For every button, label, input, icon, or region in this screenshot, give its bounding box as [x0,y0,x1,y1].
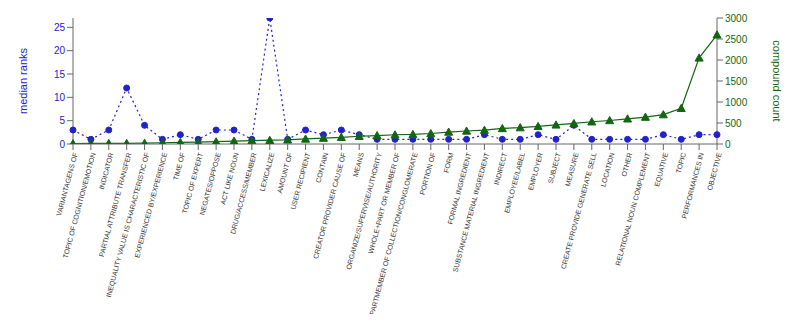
svg-text:TOPIC OF COGNITION/EMOTION: TOPIC OF COGNITION/EMOTION [62,152,97,259]
svg-text:0: 0 [725,139,731,150]
svg-text:SUBJECT: SUBJECT [547,151,562,184]
svg-text:INEQUALITY VALUE IS CHARACTERI: INEQUALITY VALUE IS CHARACTERISTIC OF [104,151,151,298]
svg-text:INDICATOR: INDICATOR [98,152,115,190]
svg-text:1000: 1000 [725,97,748,108]
svg-text:25: 25 [54,22,66,33]
svg-text:WHOLE+PART OR MEMBER OF: WHOLE+PART OR MEMBER OF [367,151,401,255]
svg-text:MEASURE: MEASURE [564,151,580,187]
svg-text:NEGATES/OPPOSE: NEGATES/OPPOSE [198,151,222,215]
svg-text:TIME OF: TIME OF [172,152,186,181]
svg-text:10: 10 [54,92,66,103]
svg-text:CONTAIN: CONTAIN [314,152,329,184]
svg-text:2000: 2000 [725,55,748,66]
svg-text:ORGANIZE/SUPERVISE/AUTHORITY: ORGANIZE/SUPERVISE/AUTHORITY [344,151,383,271]
svg-text:5: 5 [59,115,65,126]
svg-text:2500: 2500 [725,34,748,45]
svg-text:TOPIC OF EXPERT: TOPIC OF EXPERT [181,151,204,215]
svg-text:PORTION OF: PORTION OF [419,152,437,196]
svg-text:DRUG/ACCESS/MEMBER: DRUG/ACCESS/MEMBER [229,152,258,235]
svg-text:1500: 1500 [725,76,748,87]
svg-text:EQUATIVE: EQUATIVE [653,151,670,187]
svg-text:LEXICALIZE: LEXICALIZE [259,151,276,191]
svg-text:TOPIC: TOPIC [675,152,687,174]
svg-text:OBJECTIVE: OBJECTIVE [706,151,723,191]
svg-text:USER RECIPIENT: USER RECIPIENT [289,151,311,210]
svg-text:INDIRECT: INDIRECT [493,151,509,185]
svg-text:EMPLOYEE/LABEL: EMPLOYEE/LABEL [503,152,526,214]
svg-text:VARIANTAGENS OF: VARIANTAGENS OF [55,151,79,217]
svg-text:15: 15 [54,69,66,80]
svg-text:EXPERIENCED BY/EXPERIENCE: EXPERIENCED BY/EXPERIENCE [133,151,168,258]
svg-text:20: 20 [54,45,66,56]
svg-text:LOCATION: LOCATION [600,152,616,188]
svg-text:MEANS: MEANS [352,151,365,177]
svg-text:OTHER: OTHER [620,152,633,177]
svg-text:PERFORMANCES IN: PERFORMANCES IN [681,152,705,220]
svg-text:PARTIAL ATTRIBUTE TRANSFER: PARTIAL ATTRIBUTE TRANSFER [98,152,133,258]
svg-text:SUBSTANCE MATERIAL INGREDIENT: SUBSTANCE MATERIAL INGREDIENT [451,151,490,273]
svg-text:compound count: compound count [771,40,783,121]
svg-text:ACT LIKE NOUN: ACT LIKE NOUN [219,152,240,206]
svg-text:0: 0 [59,139,65,150]
svg-text:EMPLOYER: EMPLOYER [527,152,544,191]
svg-text:500: 500 [725,118,742,129]
svg-text:PARTMEMBER OF COLLECTION/CONGL: PARTMEMBER OF COLLECTION/CONGLOMERATE [368,151,418,314]
svg-text:3000: 3000 [725,13,748,24]
svg-text:median ranks: median ranks [17,47,29,114]
svg-text:AMOUNT OF: AMOUNT OF [276,152,294,194]
svg-text:FORM: FORM [442,152,454,174]
svg-text:CREATOR PROVIDER CAUSE OF: CREATOR PROVIDER CAUSE OF [312,152,347,260]
svg-text:CREATE PROVIDE GENERATE SELL: CREATE PROVIDE GENERATE SELL [560,152,598,270]
svg-text:RELATIONAL NOUN COMPLEMENT: RELATIONAL NOUN COMPLEMENT [614,151,651,266]
svg-text:FORMAL INGREDIENT: FORMAL INGREDIENT [446,151,473,226]
